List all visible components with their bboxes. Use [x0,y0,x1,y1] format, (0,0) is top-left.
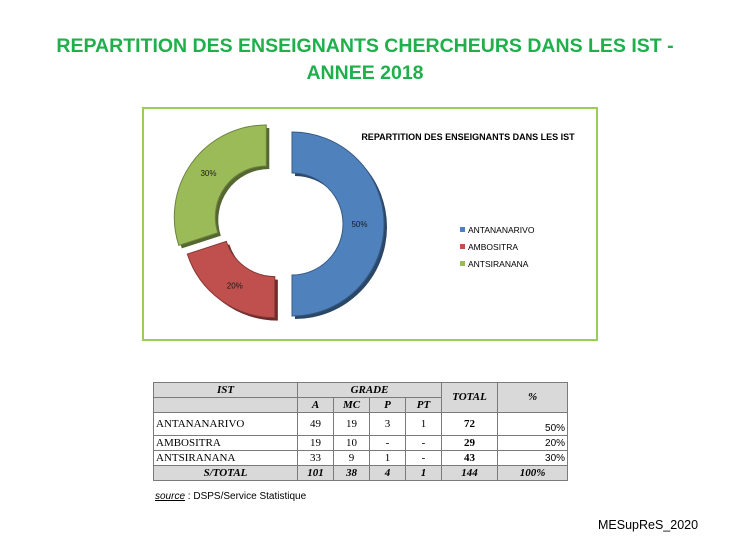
row-a: 33 [297,450,334,466]
row-mc: 19 [333,412,370,436]
chart-panel: 50% 20% 30% REPARTITION DES ENSEIGNANTS DA… [142,107,598,341]
header-percent: % [497,382,569,413]
legend-label: ANTANANARIVO [468,225,535,235]
row-p: 1 [369,450,406,466]
legend-label: AMBOSITRA [468,242,518,252]
slice-antsiranana [173,124,267,247]
header-total: TOTAL [441,382,499,413]
row-total: 72 [441,412,499,436]
row-pt: - [404,435,443,451]
row-a: 49 [297,412,334,436]
row-percent: 20% [497,435,569,451]
table-row: AMBOSITRA 19 10 - - 29 20% [153,435,569,451]
footer-p: 4 [369,465,406,481]
doughnut-chart: 50% 20% 30% REPARTITION DES ENSEIGNANTS DA… [173,124,575,321]
legend-swatch [460,227,465,232]
slice-label: 20% [227,281,243,290]
slice-antananarivo [291,131,385,317]
slide-title: REPARTITION DES ENSEIGNANTS CHERCHEURS D… [56,35,674,84]
ist-table: IST GRADE TOTAL % A MC P PT ANTANANARIVO… [153,382,569,481]
row-percent: 50% [497,412,569,436]
row-name: AMBOSITRA [153,435,298,451]
row-p: 3 [369,412,406,436]
source-text: : DSPS/Service Statistique [185,491,307,502]
slice-label: 50% [351,220,367,229]
legend-swatch [460,244,465,249]
header-grade-a: A [297,397,334,413]
footer-label: S/TOTAL [153,465,298,481]
slice-ambositra [186,240,276,319]
footer-total: 144 [441,465,499,481]
row-pt: - [404,450,443,466]
source-label: source [155,491,186,502]
header-ist: IST [153,382,298,398]
row-percent: 30% [497,450,569,466]
row-pt: 1 [404,412,443,436]
row-mc: 9 [333,450,370,466]
row-total: 43 [441,450,499,466]
table-row: ANTANANARIVO 49 19 3 1 72 50% [153,412,569,436]
footer-a: 101 [297,465,334,481]
header-grade-mc: MC [333,397,370,413]
table-footer-row: S/TOTAL 101 38 4 1 144 100% [153,465,569,481]
header-grade: GRADE [296,382,443,398]
table-row: ANTSIRANANA 33 9 1 - 43 30% [153,450,569,466]
legend-label: ANTSIRANANA [468,259,529,269]
footer-percent: 100% [497,465,569,481]
source-note: source : DSPS/Service Statistique [155,491,306,502]
chart-title: REPARTITION DES ENSEIGNANTS DANS LES IST [361,132,575,142]
row-total: 29 [441,435,499,451]
row-name: ANTANANARIVO [153,412,298,436]
footer-pt: 1 [404,465,443,481]
header-grade-p: P [369,397,406,413]
header-grade-pt: PT [404,397,443,413]
credit-label: MESupReS_2020 [598,518,699,532]
row-name: ANTSIRANANA [153,450,298,466]
footer-mc: 38 [333,465,370,481]
row-p: - [369,435,406,451]
legend-swatch [460,261,465,266]
slice-label: 30% [200,169,216,178]
row-mc: 10 [333,435,370,451]
header-blank [153,397,298,413]
row-a: 19 [297,435,334,451]
